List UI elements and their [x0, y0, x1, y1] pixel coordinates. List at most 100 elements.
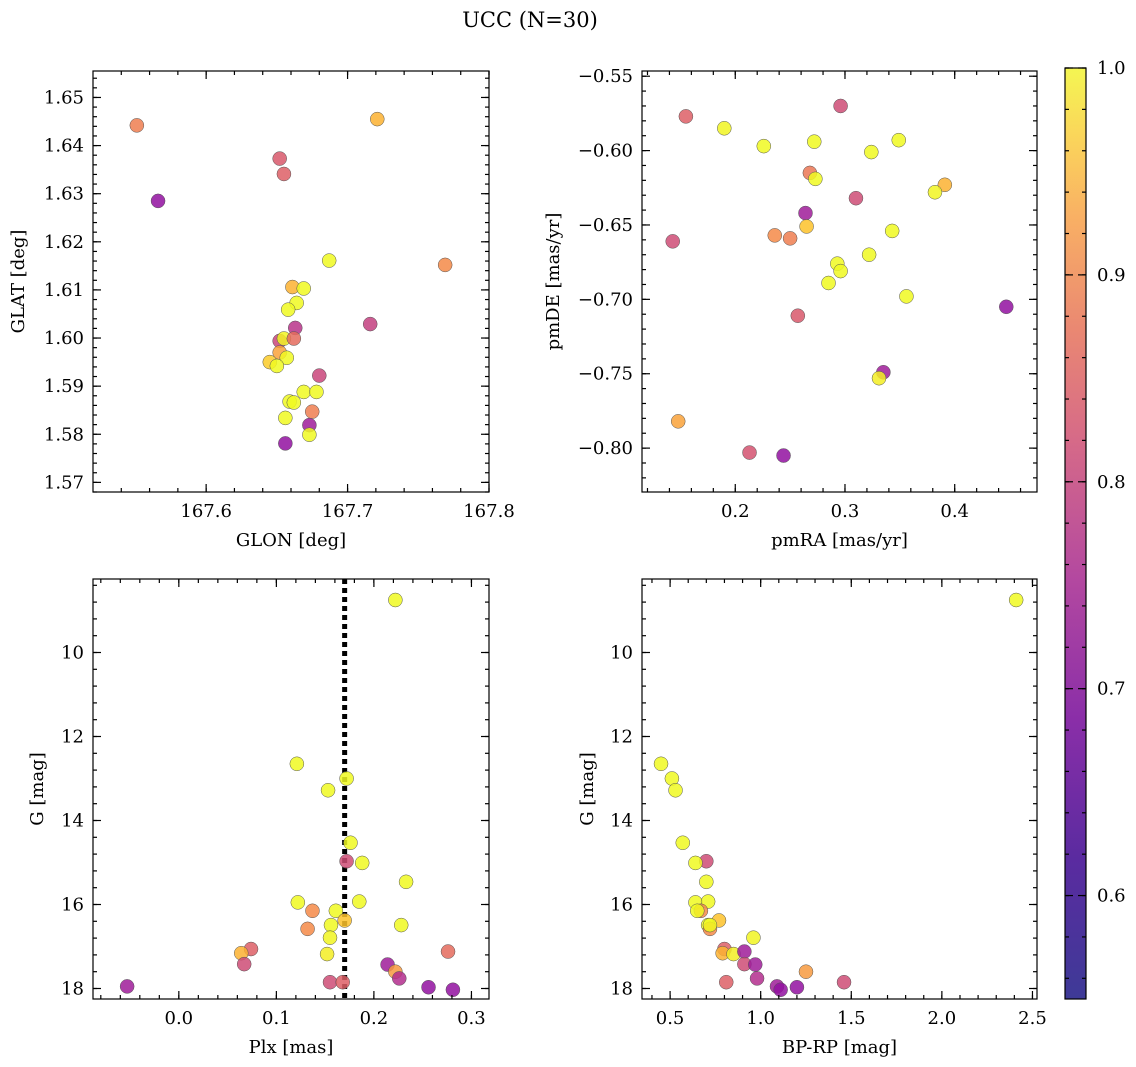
panels: 167.6 167.7 167.8 1.57 1.58 1.59 1.60 1.61 1.62 1… [8, 66, 1047, 1058]
x-axis-label: BP-RP [mag] [782, 1037, 897, 1058]
panel-3: 0.0 0.1 0.2 0.3 10 12 14 16 18 Plx [mas] G [mag] [27, 578, 490, 1058]
point [808, 171, 823, 187]
point [398, 874, 414, 890]
x-tick-label: 167.7 [322, 501, 374, 522]
y-tick-label: 1.62 [44, 232, 84, 253]
colorbar-tick-label: 0.8 [1097, 472, 1126, 493]
point [798, 964, 814, 979]
y-tick-label: 1.63 [44, 184, 84, 205]
x-tick-label: 2.5 [1018, 1008, 1047, 1029]
colorbar-tick-label: 1.0 [1097, 58, 1126, 79]
point [821, 275, 836, 291]
y-tick-label: 14 [61, 811, 84, 832]
y-tick-label: 16 [610, 895, 633, 916]
point [388, 592, 403, 608]
x-tick-label: 0.3 [831, 501, 860, 522]
y-tick-label: −0.65 [578, 215, 633, 236]
point [150, 193, 166, 209]
point [304, 404, 320, 419]
point [668, 783, 683, 798]
point [1008, 592, 1024, 608]
y-tick-label: 1.60 [44, 328, 84, 349]
point [665, 234, 680, 249]
figure-title: UCC (N=30) [462, 8, 598, 32]
point [320, 783, 336, 798]
point [756, 138, 772, 154]
point [272, 151, 287, 166]
point [322, 930, 338, 945]
point [798, 205, 813, 221]
point [670, 414, 686, 429]
point [339, 771, 354, 786]
point [807, 134, 822, 149]
point [276, 166, 292, 182]
colorbar: 0.6 0.7 0.8 0.9 1.0 [1064, 58, 1126, 1000]
panel-2-points [665, 98, 1014, 463]
y-tick-label: 1.57 [44, 472, 84, 493]
y-tick-label: 10 [61, 643, 84, 664]
x-axis-label: pmRA [mas/yr] [771, 530, 908, 551]
y-tick-label: −0.60 [578, 141, 633, 162]
x-tick-label: 2.0 [928, 1008, 957, 1029]
point [742, 445, 757, 460]
point [286, 395, 302, 410]
point [891, 132, 906, 148]
point [678, 109, 694, 124]
point [129, 118, 145, 133]
point [871, 370, 887, 386]
y-axis-label: GLAT [deg] [8, 230, 29, 334]
x-tick-label: 1.5 [837, 1008, 866, 1029]
panel-1: 167.6 167.7 167.8 1.57 1.58 1.59 1.60 1.61 1.62 1… [8, 70, 515, 551]
point [861, 247, 877, 262]
point [286, 331, 302, 346]
x-tick-label: 0.5 [656, 1008, 685, 1029]
point [767, 228, 783, 243]
point [323, 917, 339, 933]
point [899, 289, 914, 304]
point [445, 982, 461, 998]
point [322, 974, 338, 990]
x-axis-label: GLON [deg] [236, 530, 346, 551]
point [848, 190, 864, 206]
point [688, 855, 703, 871]
y-tick-label: 16 [61, 895, 84, 916]
panel-4-frame [641, 578, 1038, 1000]
point [354, 855, 370, 871]
point [717, 121, 732, 136]
y-tick-label: 12 [61, 727, 84, 748]
panel-2: 0.2 0.3 0.4 −0.80 −0.75 −0.70 −0.65 −0.60 −0.55 p… [543, 66, 1038, 551]
y-axis-label: G [mag] [27, 752, 48, 825]
point [362, 316, 378, 332]
y-tick-label: −0.70 [578, 289, 633, 310]
colorbar-tick-label: 0.7 [1097, 679, 1126, 700]
y-tick-label: −0.55 [578, 66, 633, 87]
point [833, 98, 848, 114]
point [370, 111, 385, 127]
panel-3-points [119, 579, 461, 999]
point [782, 231, 798, 246]
point [392, 971, 407, 986]
point [290, 895, 306, 910]
point [393, 917, 409, 933]
point [737, 944, 752, 959]
point [746, 930, 761, 945]
point [337, 913, 352, 928]
y-tick-label: 1.58 [44, 424, 84, 445]
point [305, 903, 320, 919]
point [300, 921, 315, 937]
point [702, 917, 718, 933]
panel-4-points [653, 592, 1024, 998]
point [309, 384, 324, 400]
point [833, 263, 848, 279]
panel-2-frame [641, 70, 1038, 493]
point [836, 974, 852, 990]
point [790, 308, 806, 323]
point [747, 957, 763, 972]
x-axis-label: Plx [mas] [249, 1037, 334, 1058]
point [776, 448, 791, 463]
y-tick-label: 14 [610, 811, 633, 832]
point [328, 903, 344, 919]
y-tick-label: 10 [610, 643, 633, 664]
point [236, 956, 252, 972]
